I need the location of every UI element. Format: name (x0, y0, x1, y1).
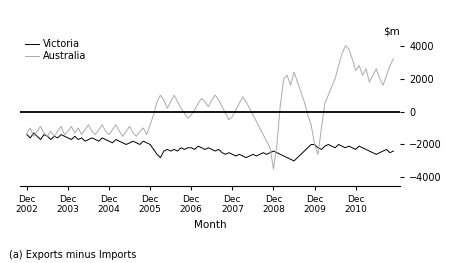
Text: (a) Exports minus Imports: (a) Exports minus Imports (9, 250, 137, 260)
Australia (346, 48, 351, 51)
Australia (62, 133, 67, 136)
Victoria (322, 145, 328, 148)
Victoria (86, 138, 91, 141)
Victoria (24, 133, 30, 136)
Victoria (65, 136, 71, 139)
Line: Victoria: Victoria (27, 133, 393, 161)
Australia (196, 102, 201, 105)
Victoria (31, 132, 37, 135)
Australia (353, 69, 358, 72)
X-axis label: Month: Month (194, 220, 226, 230)
Victoria (199, 146, 204, 149)
Victoria (346, 145, 351, 148)
Victoria (291, 159, 297, 163)
Australia (319, 127, 324, 130)
Text: $m: $m (383, 26, 400, 36)
Victoria (391, 149, 396, 153)
Line: Australia: Australia (27, 46, 393, 169)
Australia (24, 132, 30, 135)
Australia (82, 128, 88, 131)
Australia (391, 57, 396, 60)
Legend: Victoria, Australia: Victoria, Australia (25, 39, 87, 61)
Australia (343, 44, 348, 47)
Australia (271, 168, 276, 171)
Victoria (353, 148, 358, 151)
